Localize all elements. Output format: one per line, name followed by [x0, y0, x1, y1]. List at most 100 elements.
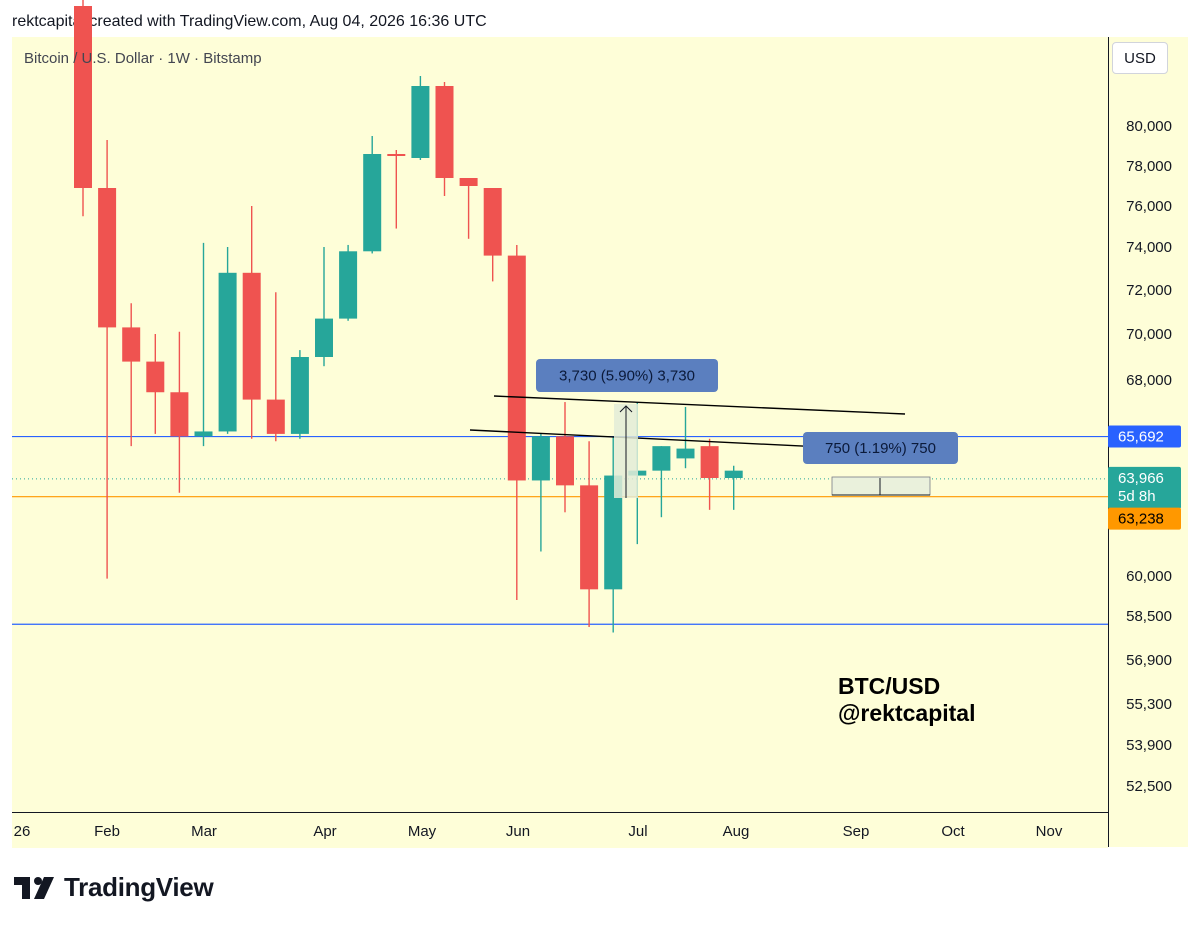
measure-label-small-box [803, 432, 958, 464]
y-tick-label: 52,500 [1126, 778, 1172, 795]
candle-body [700, 446, 719, 478]
candle [652, 446, 671, 518]
candle-body [242, 272, 261, 400]
tradingview-logo-icon [14, 876, 54, 899]
y-tick-label: 72,000 [1126, 282, 1172, 299]
candle [676, 406, 695, 469]
candle [194, 242, 213, 447]
candle-body [122, 327, 141, 362]
candle [218, 247, 237, 434]
candle [556, 402, 574, 513]
x-tick-label: Mar [191, 823, 217, 840]
x-tick-label: May [408, 823, 437, 840]
tradingview-logo: TradingView [14, 872, 214, 903]
candle [724, 465, 743, 510]
candle [122, 303, 141, 447]
y-tick-label: 80,000 [1126, 118, 1172, 135]
y-tick-label: 74,000 [1126, 239, 1172, 256]
watermark-line2: @rektcapital [838, 700, 976, 726]
candle-body [676, 448, 695, 459]
y-tick-label: 55,300 [1126, 696, 1172, 713]
candle [74, 0, 92, 217]
candle [146, 334, 165, 434]
candle-body [411, 86, 430, 158]
measure-arrow-head [619, 405, 633, 413]
x-tick-label: Jul [628, 823, 647, 840]
y-tick-label: 58,500 [1126, 608, 1172, 625]
measure-label-small-text: 750 (1.19%) 750 [825, 440, 936, 457]
candle-body [435, 86, 454, 178]
trendline-upper [493, 395, 906, 415]
y-tick-label: 76,000 [1126, 198, 1172, 215]
candle-body [194, 431, 213, 437]
x-tick-label: Sep [843, 823, 870, 840]
candle-body [459, 178, 478, 186]
y-tick-label: 78,000 [1126, 158, 1172, 175]
candle-body [74, 6, 92, 188]
price-label-current-box [1108, 466, 1181, 509]
candle-body [604, 475, 623, 590]
candle-body [724, 470, 743, 478]
chart-area[interactable] [12, 37, 1108, 812]
candle [459, 178, 478, 239]
candle [387, 150, 406, 229]
price-label-level-text: 65,692 [1118, 429, 1164, 446]
currency-button[interactable]: USD [1112, 42, 1168, 74]
candle [290, 350, 309, 439]
candle [411, 76, 430, 160]
x-tick-label: Aug [723, 823, 750, 840]
x-tick-label: Jun [506, 823, 530, 840]
candle-body [580, 485, 599, 590]
candle-body [290, 357, 309, 434]
price-label-current-countdown: 5d 8h [1118, 488, 1156, 505]
measure-label-large-box [536, 359, 718, 392]
candle [315, 247, 333, 367]
measure-small-shade [831, 476, 931, 496]
candle-body [507, 255, 526, 481]
candle [98, 140, 117, 579]
candle-body [146, 361, 165, 393]
price-label-current-text: 63,966 [1118, 470, 1164, 487]
candle [580, 441, 599, 627]
candle [435, 82, 454, 196]
candle-body [170, 392, 189, 437]
candle-body [363, 154, 382, 252]
symbol-title: Bitcoin / U.S. Dollar · 1W · Bitstamp [24, 50, 262, 67]
candle-body [339, 251, 358, 319]
chart-watermark: BTC/USD @rektcapital [838, 673, 975, 727]
candle-body [98, 188, 117, 328]
candle-body [266, 399, 285, 434]
x-tick-label: 26 [14, 823, 31, 840]
candle [531, 433, 550, 552]
candle [363, 136, 382, 254]
tradingview-logo-text: TradingView [64, 872, 214, 902]
candle-body [315, 318, 333, 357]
candle-body [531, 436, 550, 481]
x-tick-label: Apr [313, 823, 336, 840]
candle [170, 331, 189, 493]
y-tick-label: 53,900 [1126, 737, 1172, 754]
price-label-orange-box [1108, 507, 1181, 530]
measure-label-large-text: 3,730 (5.90%) 3,730 [559, 368, 695, 385]
y-tick-label: 56,900 [1126, 652, 1172, 669]
candle [339, 244, 358, 321]
candle [700, 438, 719, 510]
x-tick-label: Nov [1036, 823, 1063, 840]
y-tick-label: 60,000 [1126, 568, 1172, 585]
price-label-level-box [1108, 425, 1181, 448]
candle [507, 244, 526, 600]
watermark-line1: BTC/USD [838, 673, 941, 699]
price-label-orange-text: 63,238 [1118, 511, 1164, 528]
candle-body [218, 272, 237, 432]
candle-body [556, 436, 574, 486]
y-tick-label: 68,000 [1126, 372, 1172, 389]
candle [266, 292, 285, 442]
x-tick-label: Feb [94, 823, 120, 840]
candle [242, 206, 261, 439]
time-axis[interactable] [12, 812, 1108, 848]
candle [604, 436, 623, 633]
attribution-header: rektcapital created with TradingView.com… [12, 13, 487, 30]
candle-body [387, 154, 406, 156]
x-tick-label: Oct [941, 823, 965, 840]
